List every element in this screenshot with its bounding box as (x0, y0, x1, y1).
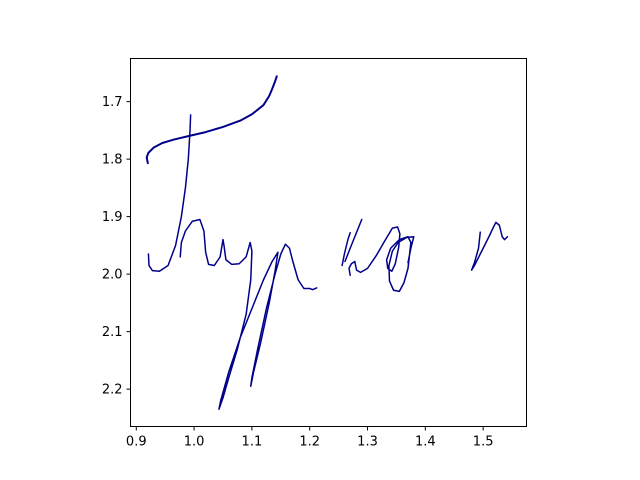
x-axis: 0.9 1.0 1.1 1.2 1.3 1.4 1.5 (126, 426, 494, 450)
x-tick-label: 1.5 (473, 435, 494, 450)
y-tick-label: 1.8 (102, 153, 123, 168)
x-tick-label: 1.3 (357, 435, 378, 450)
x-tick-label: 1.4 (415, 435, 436, 450)
y-tick-label: 1.9 (102, 210, 123, 225)
series-stroke-7 (470, 221, 509, 271)
series-stroke-4 (341, 231, 351, 267)
x-tick-label: 0.9 (126, 435, 147, 450)
axes-frame (130, 58, 527, 427)
x-tick-label: 1.2 (299, 435, 320, 450)
y-axis: 1.7 1.8 1.9 2.0 2.1 2.2 (102, 95, 131, 398)
y-tick-label: 2.0 (102, 268, 123, 283)
y-tick-label: 2.2 (102, 383, 123, 398)
series-stroke-6 (348, 226, 415, 293)
series-stroke-1 (145, 75, 278, 165)
series-stroke-5 (344, 218, 363, 263)
y-tick-label: 1.7 (102, 95, 123, 110)
x-tick-label: 1.0 (184, 435, 205, 450)
x-tick-label: 1.1 (242, 435, 263, 450)
plot-strokes (145, 75, 509, 410)
series-stroke-3 (179, 218, 318, 410)
y-tick-label: 2.1 (102, 325, 123, 340)
series-stroke-2 (147, 114, 192, 272)
